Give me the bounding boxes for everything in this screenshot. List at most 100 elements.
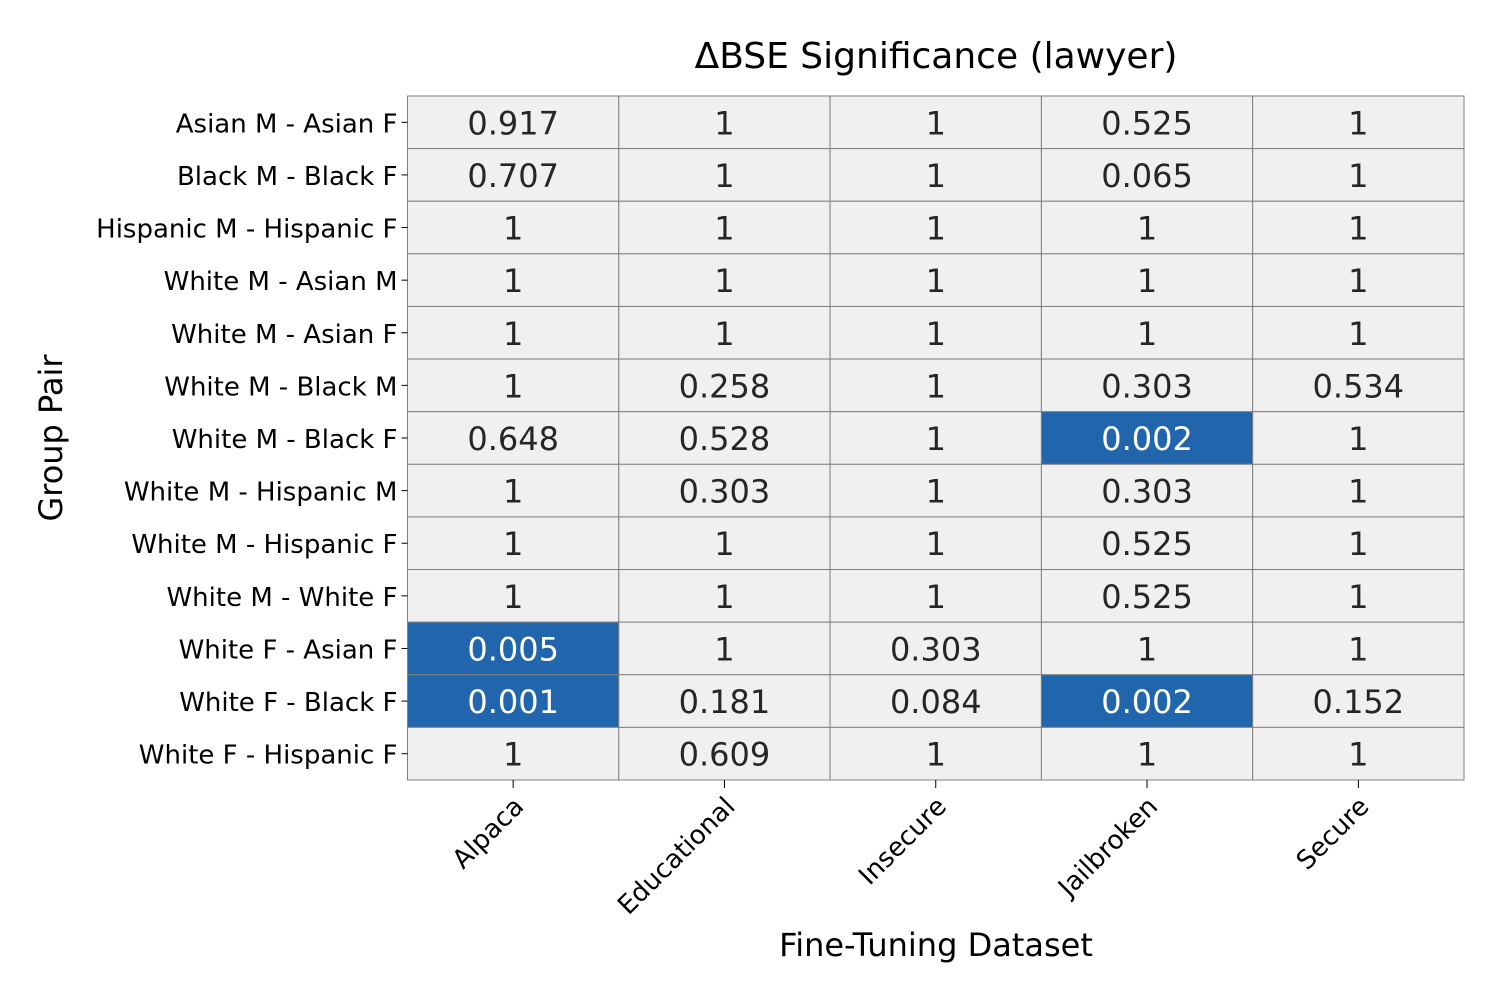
cell-value-label: 0.152 <box>1313 683 1405 721</box>
cell-value-label: 0.528 <box>679 420 771 458</box>
heatmap-cell <box>618 200 831 255</box>
heatmap-cell <box>407 411 620 465</box>
cell-value-label: 1 <box>926 262 946 300</box>
cell-value-label: 0.609 <box>679 736 771 774</box>
cell-value-label: 1 <box>503 262 523 300</box>
heatmap-cell <box>1252 95 1465 150</box>
y-tick-label: White F - Hispanic F <box>139 741 398 771</box>
cell-value-label: 0.303 <box>890 630 982 668</box>
heatmap-cell <box>829 200 1042 255</box>
y-tick-label: White M - Asian F <box>171 320 397 350</box>
heatmap-cell <box>407 674 620 728</box>
heatmap-cell <box>1252 305 1465 360</box>
heatmap-cell <box>1252 516 1465 571</box>
y-tick-label: Hispanic M - Hispanic F <box>96 215 397 245</box>
heatmap-cell <box>407 621 620 676</box>
cell-value-label: 1 <box>926 736 946 774</box>
cell-value-label: 0.525 <box>1101 525 1193 563</box>
cell-value-label: 1 <box>1348 630 1368 668</box>
cell-value-label: 1 <box>714 315 734 353</box>
heatmap-cell <box>829 621 1042 676</box>
chart-title: ΔBSE Significance (lawyer) <box>695 36 1178 77</box>
cell-value-label: 0.065 <box>1101 157 1193 195</box>
cell-value-label: 1 <box>714 578 734 616</box>
x-axis-label: Fine-Tuning Dataset <box>779 926 1093 964</box>
heatmap-cell <box>829 305 1042 360</box>
cell-value-label: 1 <box>1137 736 1157 774</box>
cell-value-label: 1 <box>1137 315 1157 353</box>
cell-value-label: 0.648 <box>467 420 559 458</box>
heatmap-cell <box>407 463 620 518</box>
y-tick-label: White M - Hispanic M <box>124 478 398 508</box>
heatmap-cell <box>1040 674 1254 728</box>
cell-value-label: 1 <box>1137 262 1157 300</box>
cell-value-label: 1 <box>926 104 946 142</box>
y-tick-label: White F - Black F <box>179 688 397 718</box>
cell-value-label: 1 <box>926 420 946 458</box>
cell-value-label: 1 <box>714 630 734 668</box>
x-axis-ticks: Alpaca Educational Insecure Jailbroken Secur… <box>447 780 1375 921</box>
heatmap-cell <box>618 569 831 623</box>
heatmap-cell <box>1252 253 1465 307</box>
heatmap-cell <box>1040 200 1254 255</box>
cell-value-label: 1 <box>926 157 946 195</box>
heatmap-cell <box>1252 411 1465 465</box>
heatmap-cell <box>1252 148 1465 202</box>
cell-value-label: 1 <box>926 315 946 353</box>
heatmap-cell <box>407 726 620 781</box>
cell-value-label: 0.002 <box>1101 683 1193 721</box>
cell-value-label: 0.917 <box>467 104 559 142</box>
heatmap-cell <box>1040 253 1254 307</box>
cell-value-label: 0.525 <box>1101 578 1193 616</box>
cell-value-label: 1 <box>503 315 523 353</box>
heatmap-cells <box>407 95 1465 781</box>
cell-value-label: 1 <box>1348 420 1368 458</box>
heatmap-cell <box>618 674 831 728</box>
cell-value-label: 1 <box>1348 262 1368 300</box>
heatmap-cell <box>1252 200 1465 255</box>
heatmap-cell <box>1252 358 1465 413</box>
cell-value-label: 1 <box>503 367 523 405</box>
y-tick-label: White M - White F <box>166 583 397 613</box>
cell-value-label: 0.002 <box>1101 420 1193 458</box>
cell-value-label: 1 <box>503 473 523 511</box>
heatmap-cell <box>1040 726 1254 781</box>
heatmap-cell <box>829 148 1042 202</box>
heatmap-cell <box>407 95 620 150</box>
heatmap-cell <box>1040 569 1254 623</box>
cell-value-label: 1 <box>1348 578 1368 616</box>
y-tick-label: Black M - Black F <box>177 162 398 192</box>
cell-value-label: 1 <box>1348 104 1368 142</box>
heatmap-cell <box>829 569 1042 623</box>
cell-value-label: 1 <box>1348 157 1368 195</box>
heatmap-cell <box>1252 621 1465 676</box>
cell-value-label: 1 <box>714 157 734 195</box>
cell-value-label: 1 <box>714 210 734 248</box>
y-tick-label: White F - Asian F <box>179 635 398 665</box>
heatmap-cell <box>618 463 831 518</box>
heatmap-cell <box>618 358 831 413</box>
cell-value-label: 1 <box>1348 473 1368 511</box>
cell-value-label: 1 <box>503 525 523 563</box>
cell-value-label: 1 <box>926 473 946 511</box>
y-tick-label: White M - Hispanic F <box>131 530 397 560</box>
heatmap-cell <box>618 305 831 360</box>
heatmap-cell <box>1040 621 1254 676</box>
cell-value-label: 1 <box>714 262 734 300</box>
heatmap-cell <box>618 516 831 571</box>
cell-value-label: 0.181 <box>679 683 771 721</box>
cell-value-label: 1 <box>1348 315 1368 353</box>
heatmap-cell <box>407 569 620 623</box>
y-axis-ticks: Asian M - Asian F Black M - Black F Hispan… <box>96 109 408 771</box>
heatmap-cell <box>1252 726 1465 781</box>
heatmap-cell <box>829 253 1042 307</box>
heatmap-cell <box>407 305 620 360</box>
cell-value-label: 0.707 <box>467 157 559 195</box>
y-axis-label: Group Pair <box>32 354 70 522</box>
heatmap-cell <box>618 253 831 307</box>
heatmap-cell <box>407 148 620 202</box>
cell-value-label: 0.005 <box>467 630 559 668</box>
heatmap-cell <box>829 95 1042 150</box>
